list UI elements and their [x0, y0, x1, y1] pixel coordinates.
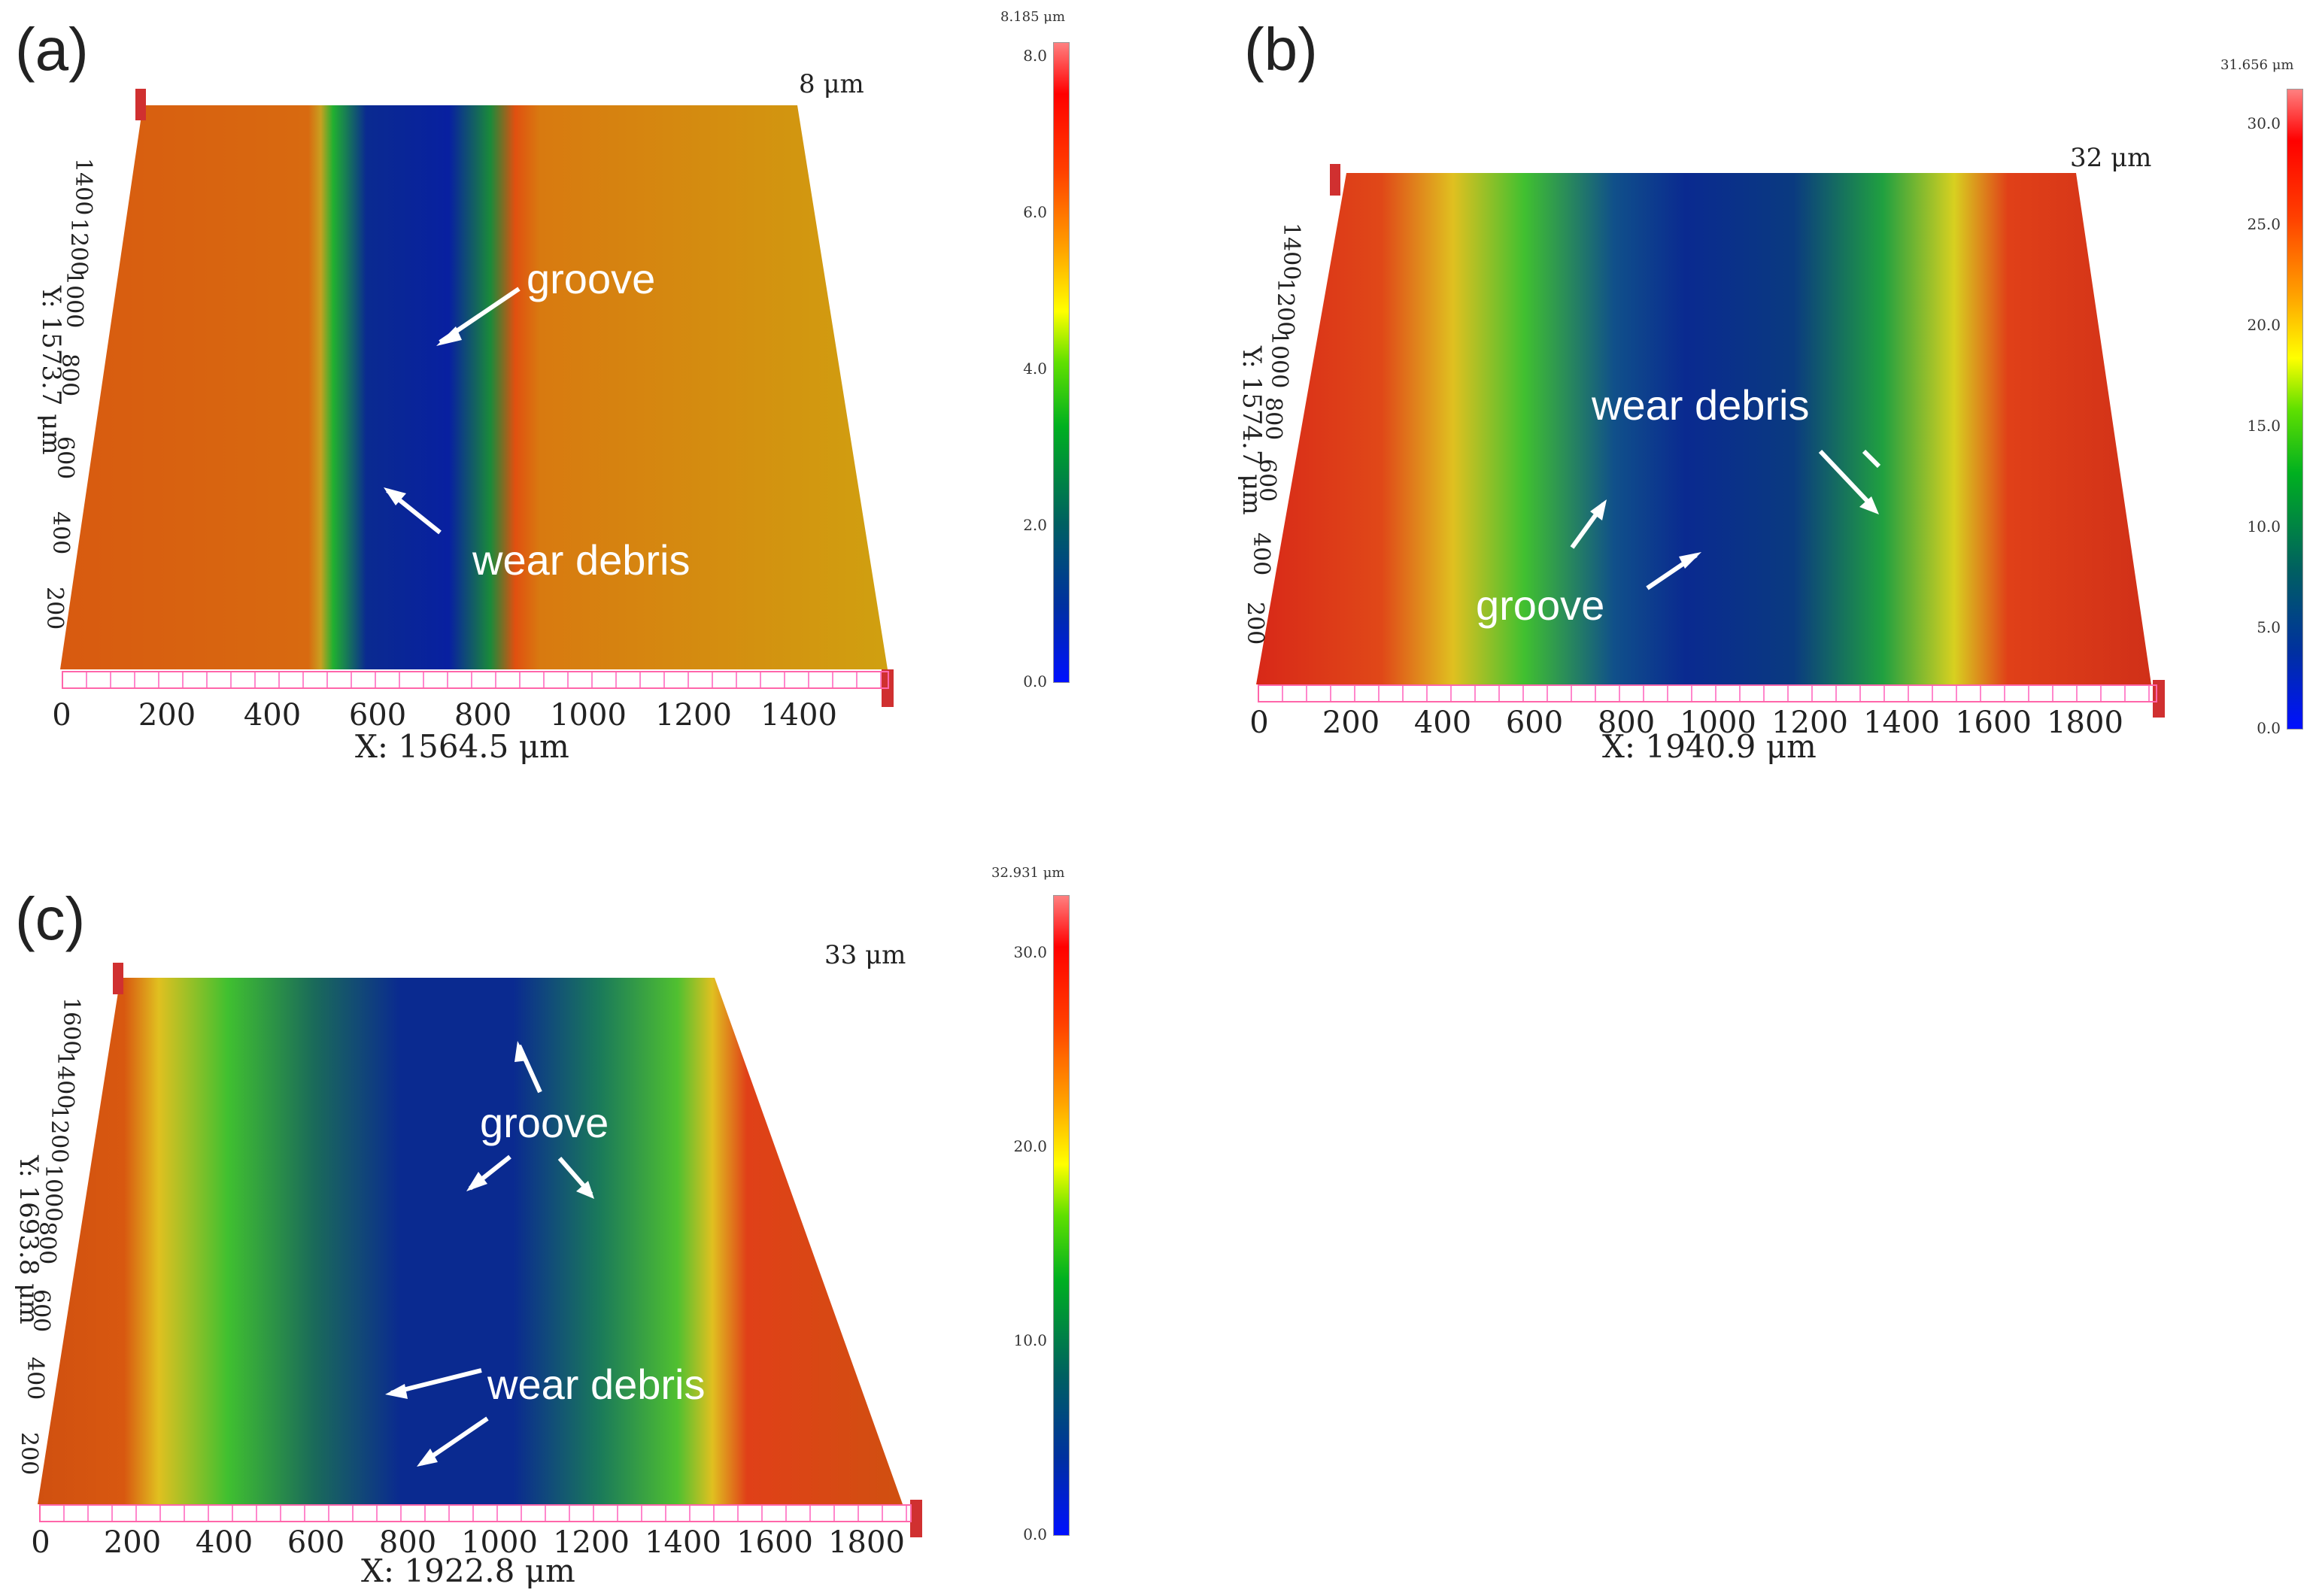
panel-c-ytick: 1400 [52, 1051, 78, 1109]
panel-b-colorbar-tick: 15.0 [2247, 417, 2281, 435]
panel-c-ytick: 1200 [46, 1106, 72, 1164]
panel-b-xtick: 1600 [1955, 705, 2032, 740]
panel-a-annotation-groove: groove [527, 255, 656, 302]
panel-a-xtick: 800 [454, 698, 512, 733]
panel-c-colorbar-tick: 20.0 [1013, 1137, 1047, 1155]
panel-c-ytick: 200 [16, 1432, 42, 1476]
panel-c-annotation-groove: groove [480, 1099, 609, 1146]
panel-b-base-grid [1258, 684, 2157, 702]
panel-c-z-label: 33 μm [824, 940, 906, 970]
panel-b-xtick: 1000 [1680, 705, 1756, 740]
panel-b-xtick: 600 [1505, 705, 1564, 740]
panel-a-z-label: 8 μm [799, 69, 864, 99]
panel-b-xtick: 1400 [1863, 705, 1940, 740]
panel-b-xtick: 1200 [1771, 705, 1848, 740]
panel-b-x-label: X: 1940.9 μm [1602, 728, 1817, 765]
panel-c-colorbar-max: 32.931 μm [991, 865, 1065, 881]
panel-b-colorbar-tick: 10.0 [2247, 517, 2281, 536]
panel-b-xtick: 800 [1597, 705, 1656, 740]
panel-c-xtick: 400 [195, 1525, 253, 1560]
panel-a-xtick: 1000 [550, 698, 627, 733]
panel-a-colorbar-tick: 2.0 [1023, 516, 1047, 534]
panel-b-colorbar-tick: 20.0 [2247, 316, 2281, 334]
panel-c-annotation-wear-debris: wear debris [487, 1361, 706, 1408]
panel-b-xtick: 400 [1413, 705, 1472, 740]
panel-b-colorbar-tick: 5.0 [2257, 618, 2281, 636]
panel-a-y-label: Y: 1573.7 μm [36, 286, 66, 455]
panel-c-xtick: 1400 [645, 1525, 721, 1560]
panel-a-ytick: 1200 [65, 218, 92, 276]
panel-c-label: (c) [15, 885, 86, 952]
panel-b-colorbar [2287, 89, 2303, 730]
panel-a-ytick: 1400 [70, 158, 96, 216]
panel-a-colorbar-tick: 8.0 [1023, 47, 1047, 65]
panel-c-ytick: 1600 [58, 997, 84, 1055]
panel-b-annotation-groove: groove [1476, 581, 1605, 629]
panel-c-colorbar-tick: 0.0 [1023, 1525, 1047, 1543]
panel-a-xtick: 200 [138, 698, 196, 733]
panel-c-xtick: 200 [103, 1525, 162, 1560]
panel-b-ytick: 400 [1248, 533, 1274, 576]
panel-b-z-label: 32 μm [2070, 143, 2152, 173]
panel-c-y-label: Y: 1693.8 μm [14, 1155, 44, 1324]
panel-a-colorbar [1053, 42, 1070, 683]
panel-c-x-label: X: 1922.8 μm [361, 1552, 575, 1589]
panel-b-colorbar-tick: 25.0 [2247, 215, 2281, 233]
panel-a-xtick: 400 [243, 698, 302, 733]
panel-c-colorbar [1053, 895, 1070, 1536]
panel-b-xtick: 0 [1249, 705, 1269, 740]
panel-a-ytick: 400 [47, 511, 74, 555]
panel-c-colorbar-tick: 10.0 [1013, 1331, 1047, 1349]
panel-c-xtick: 1600 [736, 1525, 813, 1560]
panel-b-ytick: 200 [1242, 602, 1268, 645]
panel-a-xtick: 600 [348, 698, 407, 733]
panel-b-colorbar-tick: 0.0 [2257, 719, 2281, 737]
panel-a-colorbar-tick: 4.0 [1023, 360, 1047, 378]
panel-c-xtick: 600 [287, 1525, 345, 1560]
panel-a-colorbar-tick: 0.0 [1023, 672, 1047, 690]
panel-c-xtick: 1000 [461, 1525, 538, 1560]
panel-b-label: (b) [1244, 16, 1318, 83]
panel-c-xtick: 1200 [553, 1525, 630, 1560]
panel-b-ytick: 1200 [1272, 278, 1298, 336]
panel-b-colorbar-max: 31.656 μm [2220, 57, 2294, 73]
panel-a-xtick: 1200 [655, 698, 732, 733]
panel-a-base-grid [62, 671, 889, 689]
panel-c-base-grid [39, 1504, 912, 1522]
panel-c-colorbar-tick: 30.0 [1013, 943, 1047, 961]
panel-c-xtick: 0 [31, 1525, 50, 1560]
panel-b-xtick: 200 [1322, 705, 1380, 740]
panel-a-colorbar-tick: 6.0 [1023, 203, 1047, 221]
panel-b-ytick: 1400 [1278, 223, 1304, 281]
panel-b-annotation-wear-debris: wear debris [1592, 381, 1810, 429]
panel-a-label: (a) [15, 16, 89, 83]
panel-a-xtick: 1400 [760, 698, 837, 733]
panel-a-annotation-wear-debris: wear debris [472, 536, 691, 584]
panel-a-xtick: 0 [52, 698, 71, 733]
panel-b-colorbar-tick: 30.0 [2247, 114, 2281, 132]
panel-c-xtick: 1800 [828, 1525, 905, 1560]
panel-a-ytick: 200 [41, 587, 68, 630]
panel-b-y-label: Y: 1574.7 μm [1237, 346, 1267, 515]
panel-b-ytick: 1000 [1266, 331, 1292, 389]
panel-c-ytick: 1000 [40, 1164, 66, 1222]
panel-c-ytick: 400 [22, 1357, 48, 1400]
panel-a-x-label: X: 1564.5 μm [355, 728, 569, 765]
panel-c-xtick: 800 [378, 1525, 437, 1560]
panel-b-xtick: 1800 [2047, 705, 2123, 740]
panel-a-colorbar-max: 8.185 μm [1000, 9, 1066, 25]
